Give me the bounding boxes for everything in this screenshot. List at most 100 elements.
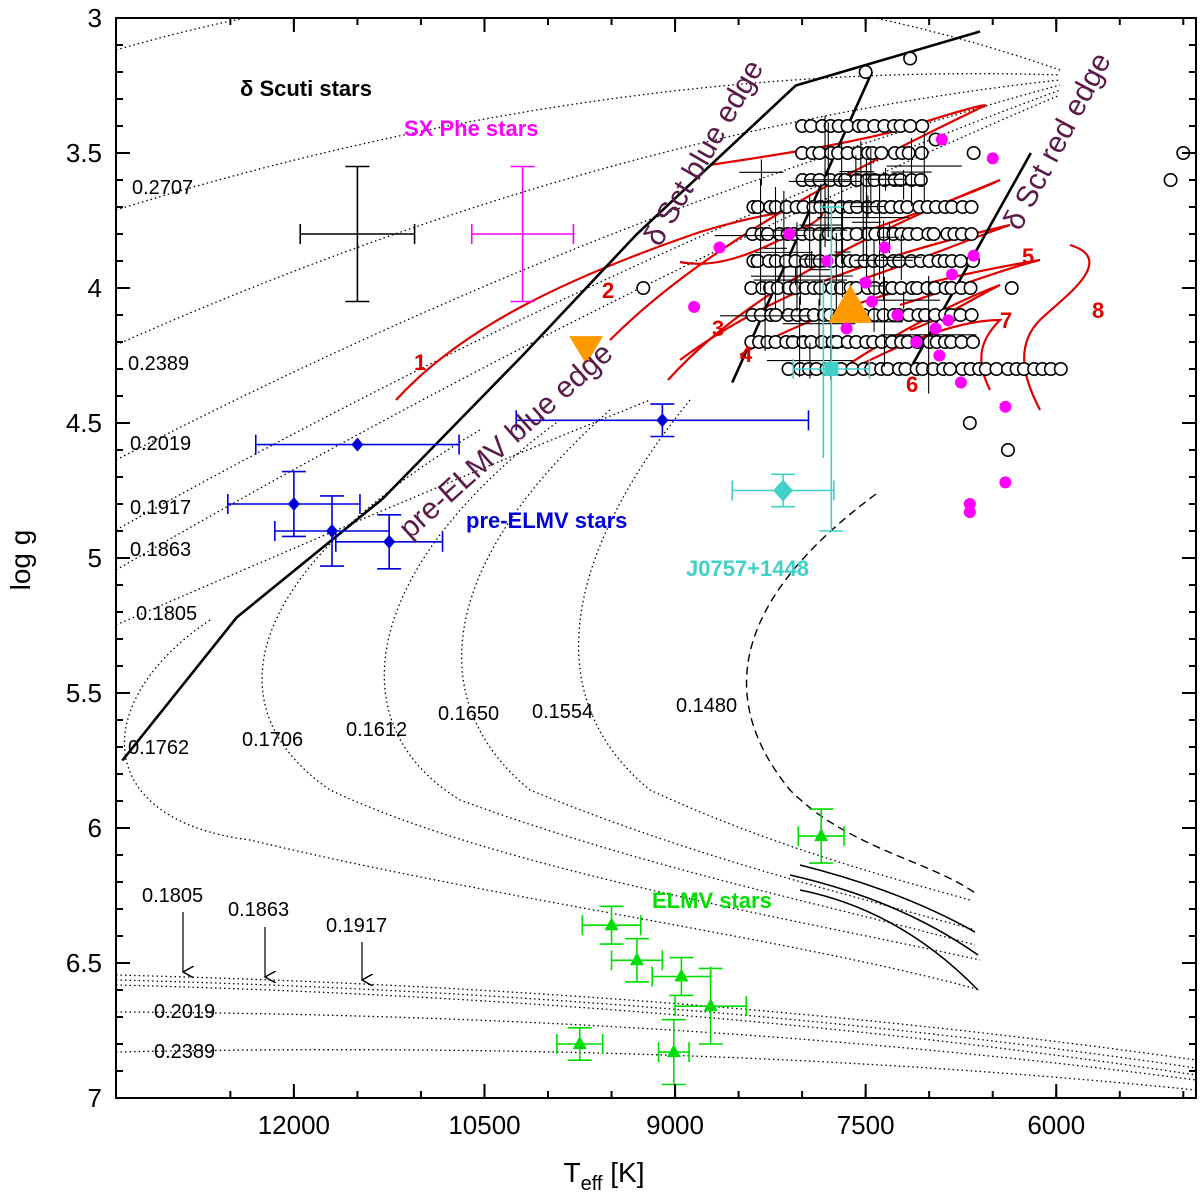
y-tick-label-4: 4	[88, 273, 102, 303]
delta-scuti-point	[858, 65, 873, 80]
track-line-0.2707-lower	[116, 72, 1061, 211]
y-tick-label-5: 5	[88, 543, 102, 573]
track-line-0.2389	[116, 79, 1061, 346]
sx-phe-point	[946, 268, 959, 281]
track-label-3: 0.1917	[130, 497, 191, 519]
pre-elmv-star-3	[326, 524, 338, 538]
sx-phe-point	[933, 349, 946, 362]
track-line-0.2707	[116, 18, 1061, 71]
track-label-10: 0.1554	[532, 701, 593, 723]
track-tails	[789, 864, 979, 991]
track-lines	[116, 18, 1196, 1091]
sx-phe-point	[999, 400, 1012, 413]
track-tail-3	[799, 864, 976, 933]
delta-scuti-point	[964, 227, 979, 242]
elmv-star-1	[604, 917, 619, 931]
x-tick-label-10500: 10500	[448, 1110, 520, 1140]
sx-phe-point	[986, 152, 999, 165]
x-axis-title: Teff [K]	[564, 1157, 645, 1195]
model-track-3	[667, 178, 1001, 381]
elmv-star-6	[666, 1044, 681, 1058]
delta-scuti-point	[915, 119, 930, 134]
track-line-0.1762	[123, 619, 981, 991]
delta-scuti-point	[901, 146, 916, 161]
delta-scuti-point	[768, 307, 783, 322]
model-label-7: 7	[1000, 308, 1012, 333]
delta-scuti-point	[636, 280, 651, 295]
model-label-4: 4	[740, 342, 753, 367]
sx-phe-point	[859, 276, 872, 289]
sx-phe-point	[935, 133, 948, 146]
label-elmv: ELMV stars	[652, 888, 772, 913]
model-labels: 1 2 3 4 5 6 7 8	[414, 244, 1104, 397]
delta-scuti-point	[812, 146, 827, 161]
sx-phe-point	[929, 322, 942, 335]
pre-elmv-star-2	[287, 497, 300, 511]
sx-phe-point	[954, 376, 967, 389]
y-tick-label-3.5: 3.5	[66, 138, 102, 168]
axis-tick-labels: 12000 10500 9000 7500 6000 3 3.5 4 4.5 5 5.5 6 6.5 7	[66, 3, 1085, 1140]
track-label-7: 0.1706	[242, 729, 303, 751]
x-tick-label-7500: 7500	[837, 1110, 895, 1140]
elmv-star-0	[814, 828, 829, 842]
j0757-square-point	[824, 362, 839, 376]
label-dsct-blue-edge: δ Sct blue edge	[637, 54, 770, 251]
delta-scuti-point	[966, 146, 981, 161]
track-line-0.2019	[116, 84, 1061, 461]
delta-scuti-point	[750, 254, 765, 269]
sx-phe-points	[688, 133, 1012, 519]
orange-triangle-up	[828, 284, 873, 323]
x-tick-label-12000: 12000	[258, 1110, 330, 1140]
track-label-14: 0.1917	[326, 915, 387, 937]
track-tail-2	[789, 874, 979, 956]
delta-scuti-point	[963, 280, 978, 295]
sx-phe-point	[942, 314, 955, 327]
sx-phe-point	[999, 476, 1012, 489]
delta-scuti-point	[874, 146, 889, 161]
track-label-12: 0.1805	[142, 885, 203, 907]
track-line-0.1650	[461, 409, 976, 931]
delta-scuti-point	[903, 119, 918, 134]
y-tick-label-6: 6	[88, 813, 102, 843]
track-line-lower-3	[116, 984, 1196, 1076]
delta-scuti-point	[1004, 280, 1019, 295]
sx-phe-point	[821, 255, 834, 267]
delta-scuti-point	[1000, 442, 1015, 457]
sx-phe-point	[688, 300, 701, 313]
track-line-0.2389-lower	[116, 1049, 1196, 1091]
track-label-9: 0.1650	[438, 703, 499, 725]
elmv-star-2	[629, 952, 644, 966]
delta-scuti-point	[989, 361, 1004, 376]
delta-scuti-point	[903, 51, 918, 66]
pre-elmv-star-4	[383, 534, 396, 549]
delta-scuti-point	[760, 227, 775, 242]
axis-ticks	[116, 17, 1196, 1099]
sx-phe-point	[967, 249, 980, 262]
delta-scuti-point	[964, 200, 979, 215]
delta-scuti-point	[849, 227, 864, 242]
elmv-star-4	[703, 998, 718, 1012]
track-line-0.1554	[577, 399, 971, 901]
delta-scuti-point	[964, 307, 979, 322]
sx-phe-point	[891, 309, 904, 321]
track-label-5: 0.1805	[136, 603, 197, 625]
track-label-15: 0.2019	[154, 1001, 215, 1023]
model-label-5: 5	[1022, 244, 1034, 269]
delta-scuti-point	[892, 254, 907, 269]
delta-scuti-point	[954, 334, 969, 349]
label-sx-phe: SX Phe stars	[404, 116, 539, 141]
sx-phe-point	[878, 241, 891, 254]
track-label-6: 0.1762	[128, 737, 189, 759]
pre-elmv-star-0	[351, 437, 364, 452]
delta-scuti-point	[926, 227, 941, 242]
y-axis-title: log g	[5, 530, 36, 591]
x-tick-label-9000: 9000	[646, 1110, 704, 1140]
x-axis-title-unit: [K]	[602, 1157, 644, 1188]
model-label-1: 1	[414, 350, 426, 375]
edge-line-pre_elmv_blue	[121, 30, 981, 762]
model-label-3: 3	[712, 316, 724, 341]
orange-triangles	[569, 284, 873, 365]
x-axis-title-sub: eff	[581, 1173, 603, 1195]
sx-phe-point	[910, 336, 923, 348]
